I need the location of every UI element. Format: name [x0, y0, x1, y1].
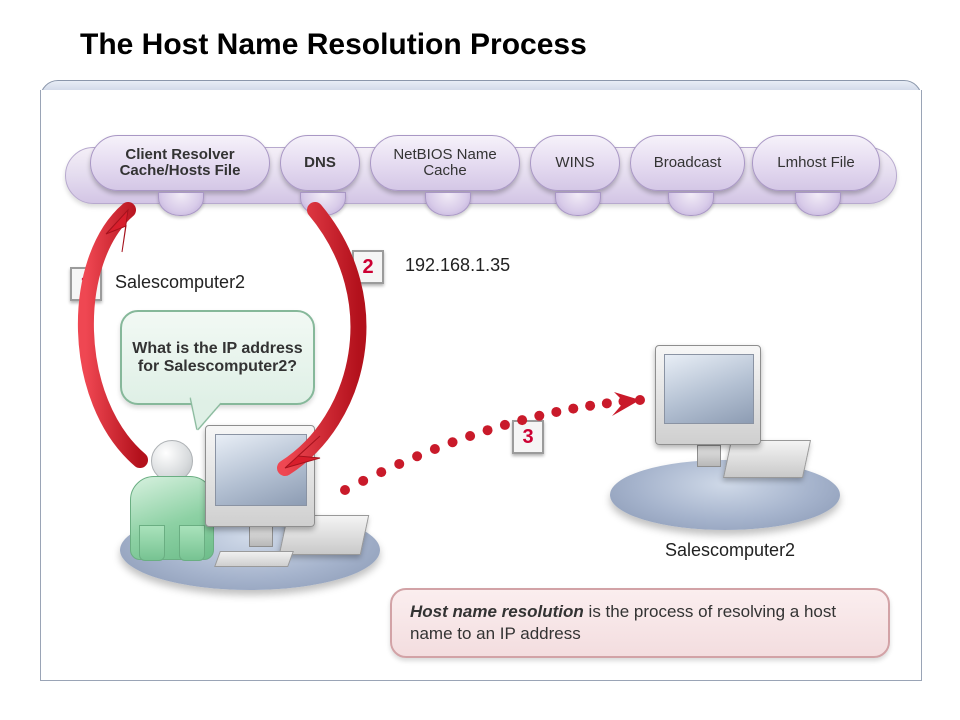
resolver-pill-4: Broadcast	[630, 135, 745, 191]
resolver-pill-3: WINS	[530, 135, 620, 191]
resolver-pill-0: Client Resolver Cache/Hosts File	[90, 135, 270, 191]
resolver-pill-1: DNS	[280, 135, 360, 191]
resolver-pill-2: NetBIOS Name Cache	[370, 135, 520, 191]
client-computer-icon	[205, 425, 365, 565]
definition-text: Host name resolution is the process of r…	[410, 601, 870, 645]
user-icon	[130, 440, 214, 560]
slide-title: The Host Name Resolution Process	[80, 28, 587, 62]
step-label-2: 192.168.1.35	[405, 255, 510, 276]
resolver-pill-5: Lmhost File	[752, 135, 880, 191]
step-badge-1: 1	[70, 267, 102, 301]
target-computer-label: Salescomputer2	[665, 540, 795, 561]
step-badge-3: 3	[512, 420, 544, 454]
target-computer-icon	[655, 345, 815, 485]
step-label-1: Salescomputer2	[115, 272, 245, 293]
slide-root: The Host Name Resolution Process Client …	[0, 0, 960, 720]
speech-bubble: What is the IP address for Salescomputer…	[120, 310, 315, 405]
definition-panel: Host name resolution is the process of r…	[390, 588, 890, 658]
step-badge-2: 2	[352, 250, 384, 284]
